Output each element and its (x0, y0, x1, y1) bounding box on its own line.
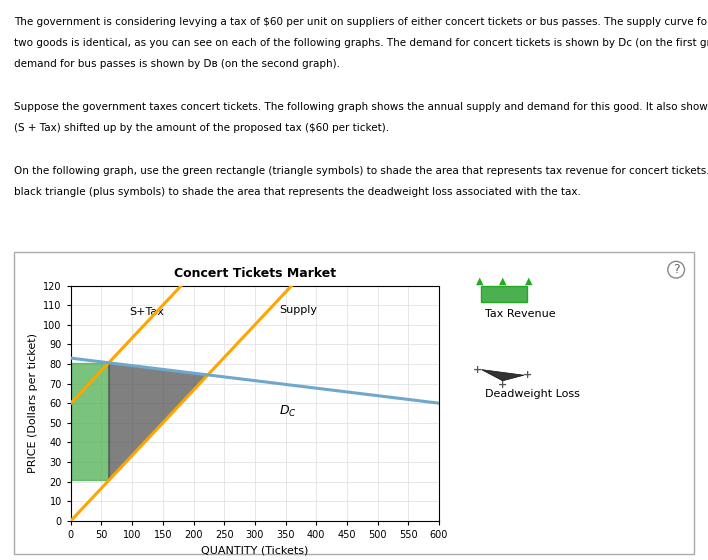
Text: +: + (498, 380, 508, 390)
Text: black triangle (plus symbols) to shade the area that represents the deadweight l: black triangle (plus symbols) to shade t… (14, 187, 581, 197)
Polygon shape (71, 363, 109, 480)
Text: Deadweight Loss: Deadweight Loss (485, 389, 580, 399)
Text: Supply: Supply (280, 305, 317, 315)
Text: ?: ? (673, 263, 680, 276)
Text: ▲: ▲ (476, 276, 484, 286)
Text: +: + (523, 370, 532, 380)
Text: On the following graph, use the green rectangle (triangle symbols) to shade the : On the following graph, use the green re… (14, 166, 708, 176)
Text: (S + Tax) shifted up by the amount of the proposed tax ($60 per ticket).: (S + Tax) shifted up by the amount of th… (14, 123, 389, 133)
Title: Concert Tickets Market: Concert Tickets Market (174, 267, 336, 280)
X-axis label: QUANTITY (Tickets): QUANTITY (Tickets) (201, 545, 309, 556)
Text: demand for bus passes is shown by Dʙ (on the second graph).: demand for bus passes is shown by Dʙ (on… (14, 59, 340, 69)
Text: The government is considering levying a tax of $60 per unit on suppliers of eith: The government is considering levying a … (14, 17, 708, 27)
Text: ▲: ▲ (499, 276, 506, 286)
Text: Suppose the government taxes concert tickets. The following graph shows the annu: Suppose the government taxes concert tic… (14, 102, 708, 112)
Y-axis label: PRICE (Dollars per ticket): PRICE (Dollars per ticket) (28, 333, 38, 473)
Text: $D_C$: $D_C$ (280, 404, 297, 419)
Text: ▲: ▲ (525, 276, 532, 286)
Text: two goods is identical, as you can see on each of the following graphs. The dema: two goods is identical, as you can see o… (14, 38, 708, 48)
Text: Tax Revenue: Tax Revenue (485, 309, 556, 319)
Text: +: + (473, 365, 483, 375)
Text: S+Tax: S+Tax (129, 307, 164, 317)
Polygon shape (109, 363, 208, 480)
